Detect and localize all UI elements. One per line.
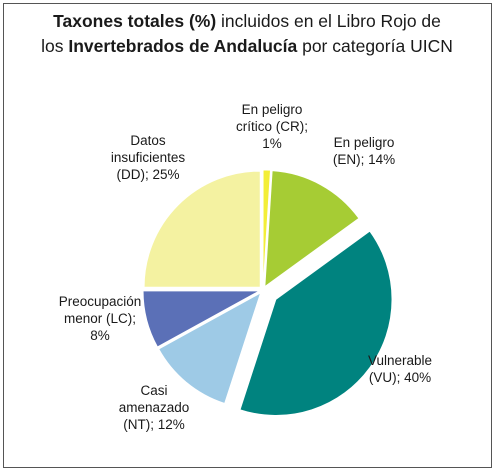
pie-slice-dd (143, 170, 261, 288)
slice-label-lc: Preocupación menor (LC); 8% (52, 293, 148, 344)
title-bold-1: Taxones totales (%) (53, 11, 217, 31)
pie-slice-vu (239, 230, 393, 416)
slice-label-nt-line-3: (NT); 12% (123, 417, 185, 432)
slice-label-vu: Vulnerable (VU); 40% (358, 352, 442, 386)
slice-label-en: En peligro (EN); 14% (322, 134, 406, 168)
pie-slice-cr (262, 169, 271, 287)
title-bold-2: Invertebrados de Andalucía (68, 36, 298, 56)
slice-label-dd-line-3: (DD); 25% (116, 167, 180, 182)
slice-label-vu-line-2: (VU); 40% (368, 370, 432, 385)
title-rest-2: por categoría UICN (297, 36, 453, 56)
chart-title-line-2: los Invertebrados de Andalucía por categ… (0, 34, 494, 59)
slice-label-cr: En peligro crítico (CR); 1% (230, 101, 314, 152)
slice-label-nt-line-2: amenazado (118, 400, 190, 415)
slice-label-lc-line-2: menor (LC); (63, 311, 136, 326)
pie-slice-en (264, 170, 360, 288)
slice-label-vu-line-1: Vulnerable (367, 353, 433, 368)
slice-label-lc-line-3: 8% (90, 328, 110, 343)
slice-label-dd-line-2: insuficientes (110, 150, 186, 165)
slice-label-dd: Datos insuficientes (DD); 25% (100, 132, 196, 183)
slice-label-nt-line-1: Casi (140, 383, 168, 398)
slice-label-cr-line-3: 1% (262, 136, 282, 151)
title-rest-1: incluidos en el Libro Rojo de (216, 11, 441, 31)
chart-title-line-1: Taxones totales (%) incluidos en el Libr… (0, 9, 494, 34)
slice-label-cr-line-2: crítico (CR); (236, 119, 308, 134)
slice-label-en-line-2: (EN); 14% (332, 152, 396, 167)
slice-label-dd-line-1: Datos (130, 133, 166, 148)
slice-label-en-line-1: En peligro (333, 135, 395, 150)
slice-label-lc-line-1: Preocupación (58, 294, 142, 309)
chart-title: Taxones totales (%) incluidos en el Libr… (0, 9, 494, 59)
slice-label-cr-line-1: En peligro (241, 102, 303, 117)
slice-label-nt: Casi amenazado (NT); 12% (112, 382, 196, 433)
pie-slice-lc (142, 290, 260, 348)
pie-slice-nt (158, 292, 262, 404)
title-pre-2: los (41, 36, 69, 56)
